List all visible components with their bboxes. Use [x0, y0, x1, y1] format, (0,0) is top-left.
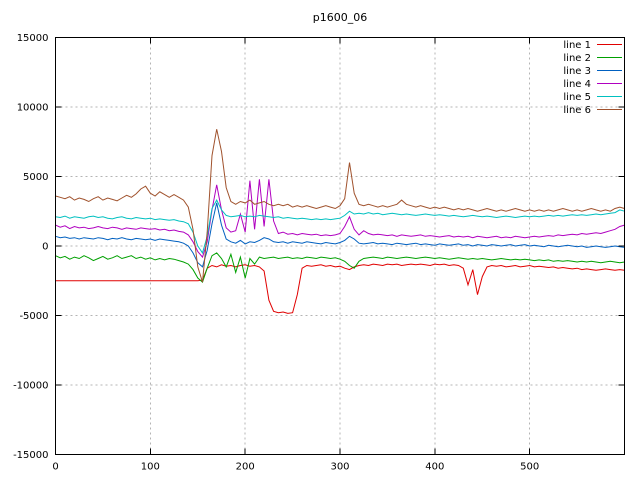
legend-label: line 2 — [563, 53, 591, 64]
legend-label: line 4 — [563, 79, 591, 90]
x-tick-label: 100 — [141, 462, 160, 473]
chart-title: p1600_06 — [313, 11, 367, 24]
y-tick-label: -15000 — [13, 450, 48, 461]
data-series — [55, 129, 625, 314]
legend: line 1 line 2 line 3 line 4 line 5 line 6 — [563, 40, 622, 116]
tick-labels: 0 100 200 300 400 500 -15000 -10000 -5000 0 5000 10… — [13, 33, 539, 473]
series-line-4 — [55, 179, 625, 259]
plot-frame — [55, 37, 625, 455]
y-tick-label: -5000 — [19, 311, 48, 322]
series-line-2 — [55, 252, 625, 283]
y-tick-label: 0 — [42, 242, 48, 253]
x-tick-label: 400 — [425, 462, 444, 473]
series-line-6 — [55, 129, 625, 283]
series-line-5 — [55, 199, 625, 255]
series-line-3 — [55, 202, 625, 268]
legend-label: line 6 — [563, 105, 591, 116]
series-line-1 — [55, 263, 625, 314]
legend-label: line 1 — [563, 40, 591, 51]
y-tick-label: -10000 — [13, 381, 48, 392]
x-tick-label: 200 — [236, 462, 255, 473]
y-tick-label: 10000 — [17, 103, 49, 114]
x-tick-label: 0 — [52, 462, 58, 473]
x-tick-label: 500 — [520, 462, 539, 473]
x-tick-label: 300 — [330, 462, 349, 473]
y-tick-label: 15000 — [17, 33, 49, 44]
legend-label: line 3 — [563, 66, 591, 77]
legend-label: line 5 — [563, 92, 591, 103]
y-tick-label: 5000 — [23, 172, 48, 183]
